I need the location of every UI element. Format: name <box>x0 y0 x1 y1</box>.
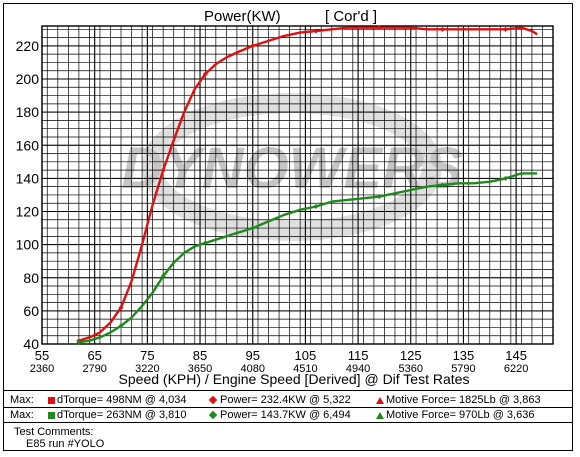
watermark-swoosh <box>142 93 442 241</box>
legend-power-text: Power= 232.4KW @ 5,322 <box>220 394 351 406</box>
triangle-marker-icon <box>376 396 384 404</box>
series-point-2 <box>503 175 509 181</box>
series-point-2 <box>160 273 166 279</box>
series-point-1 <box>313 28 319 34</box>
x-tick-label-secondary: 2790 <box>82 363 106 375</box>
y-tick-label: 200 <box>16 71 40 87</box>
series-point-1 <box>160 167 166 173</box>
x-tick-label: 145 <box>505 348 527 363</box>
y-tick-label: 40 <box>23 336 39 352</box>
series-line-2 <box>78 172 538 344</box>
y-tick-label: 160 <box>16 137 40 153</box>
x-tick-label: 85 <box>193 348 207 363</box>
x-tick-label: 115 <box>348 348 369 363</box>
series-point-2 <box>376 194 382 200</box>
y-tick-label: 220 <box>16 38 40 54</box>
x-tick-label: 75 <box>140 348 154 363</box>
y-tick-label: 120 <box>16 204 40 220</box>
comments-separator <box>4 422 572 423</box>
series-point-2 <box>118 323 124 329</box>
series-point-2 <box>202 240 208 246</box>
legend-force-text: Motive Force= 970Lb @ 3,636 <box>386 409 535 421</box>
x-tick-label-secondary: 4940 <box>346 363 370 375</box>
series-point-2 <box>439 182 445 188</box>
legend-torque-run1: dTorque= 498NM @ 4,034 <box>48 393 187 407</box>
y-tick-label: 140 <box>16 170 40 186</box>
x-tick-label-secondary: 6220 <box>504 363 528 375</box>
legend-separator <box>4 390 572 391</box>
legend-force-text: Motive Force= 1825Lb @ 3,863 <box>386 394 541 406</box>
x-tick-label: 65 <box>87 348 101 363</box>
series-line-1 <box>78 26 538 342</box>
test-comments: Test Comments: E85 run #YOLO <box>14 426 104 450</box>
legend-force-run2: Motive Force= 970Lb @ 3,636 <box>376 408 534 422</box>
x-tick-label-secondary: 5360 <box>399 363 423 375</box>
series-point-1 <box>503 26 509 32</box>
series-point-2 <box>313 204 319 210</box>
legend-max-label: Max: <box>10 394 34 406</box>
series-point-1 <box>250 43 256 49</box>
comments-text: E85 run #YOLO <box>26 438 105 450</box>
series-point-1 <box>202 71 208 77</box>
watermark-logo: DYNOWERS <box>121 93 463 241</box>
x-tick-label-secondary: 3650 <box>188 363 212 375</box>
diamond-marker-icon <box>208 410 218 420</box>
x-tick-label-secondary: 3220 <box>135 363 159 375</box>
x-tick-label-secondary: 4510 <box>293 363 317 375</box>
legend-force-run1: Motive Force= 1825Lb @ 3,863 <box>376 393 541 407</box>
series-point-1 <box>439 26 445 32</box>
y-tick-label: 80 <box>23 270 39 286</box>
series-point-1 <box>118 305 124 311</box>
y-tick-label: 180 <box>16 104 40 120</box>
legend-torque-text: dTorque= 263NM @ 3,810 <box>57 409 187 421</box>
x-tick-label: 95 <box>245 348 259 363</box>
x-tick-label: 105 <box>295 348 317 363</box>
legend-row-run1: Max: dTorque= 498NM @ 4,034 Power= 232.4… <box>8 393 565 407</box>
legend-divider <box>4 407 572 408</box>
diamond-marker-icon <box>208 395 218 405</box>
dyno-chart: DYNOWERS 40 60 80 100 120 140 160 180 200 220 55236… <box>16 8 554 387</box>
square-marker-icon <box>48 396 55 404</box>
legend-power-run2: Power= 143.7KW @ 6,494 <box>208 408 351 422</box>
dyno-report: DYNOWERS 40 60 80 100 120 140 160 180 200 220 55 236… <box>3 3 573 451</box>
series-point-2 <box>76 339 82 345</box>
series-point-1 <box>376 25 382 31</box>
x-tick-label-secondary: 5790 <box>451 363 475 375</box>
y-tick-label: 100 <box>16 237 40 253</box>
x-tick-label-secondary: 4080 <box>240 363 264 375</box>
x-tick-label: 55 <box>35 348 49 363</box>
comments-heading: Test Comments: <box>14 426 94 438</box>
plot-border <box>41 25 554 345</box>
legend-row-run2: Max: dTorque= 263NM @ 3,810 Power= 143.7… <box>8 408 565 422</box>
x-tick-label-secondary: 2360 <box>30 363 54 375</box>
x-axis-label: Speed (KPH) / Engine Speed [Derived] @ D… <box>119 371 470 387</box>
legend-power-text: Power= 143.7KW @ 6,494 <box>220 409 351 421</box>
x-tick-label: 135 <box>453 348 475 363</box>
series-point-2 <box>250 225 256 231</box>
square-marker-icon <box>48 411 55 419</box>
legend-torque-text: dTorque= 498NM @ 4,034 <box>57 394 187 406</box>
x-tick-label: 125 <box>400 348 422 363</box>
legend-max-label: Max: <box>10 409 34 421</box>
chart-title-tag: [ Cor'd ] <box>325 8 377 25</box>
y-tick-label: 60 <box>23 303 39 319</box>
triangle-marker-icon <box>376 411 384 419</box>
legend-torque-run2: dTorque= 263NM @ 3,810 <box>48 408 187 422</box>
legend-power-run1: Power= 232.4KW @ 5,322 <box>208 393 351 407</box>
chart-title: Power(KW) <box>204 8 281 25</box>
